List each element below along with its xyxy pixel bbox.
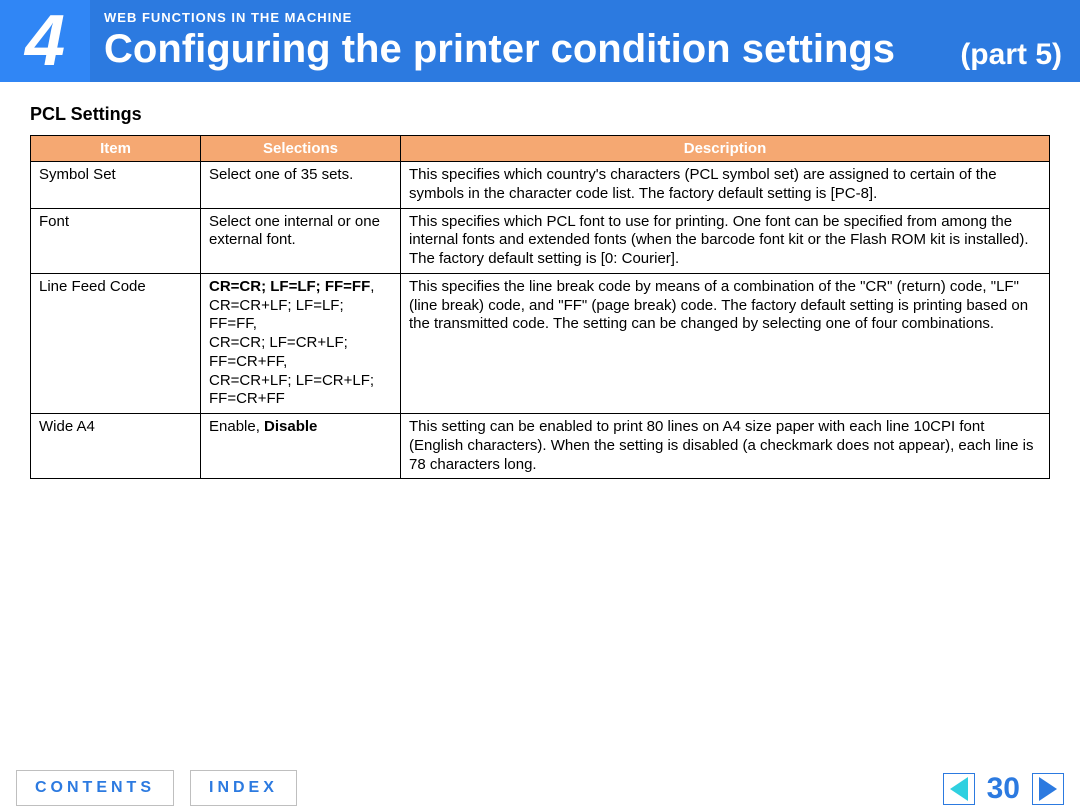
cell-item: Font bbox=[31, 208, 201, 273]
cell-item: Wide A4 bbox=[31, 414, 201, 479]
table-row: Wide A4 Enable, Disable This setting can… bbox=[31, 414, 1050, 479]
cell-description: This setting can be enabled to print 80 … bbox=[401, 414, 1050, 479]
next-page-button[interactable] bbox=[1032, 773, 1064, 805]
cell-item: Line Feed Code bbox=[31, 273, 201, 413]
prev-page-button[interactable] bbox=[943, 773, 975, 805]
contents-label: CONTENTS bbox=[35, 779, 155, 797]
index-button[interactable]: INDEX bbox=[190, 770, 297, 806]
table-row: Font Select one internal or one external… bbox=[31, 208, 1050, 273]
cell-description: This specifies which PCL font to use for… bbox=[401, 208, 1050, 273]
cell-description: This specifies which country's character… bbox=[401, 162, 1050, 209]
page-header: 4 WEB FUNCTIONS IN THE MACHINE Configuri… bbox=[0, 0, 1080, 82]
selection-rest: , CR=CR+LF; LF=LF; FF=FF, CR=CR; LF=CR+L… bbox=[209, 278, 374, 408]
cell-selections: Select one internal or one external font… bbox=[201, 208, 401, 273]
arrow-left-icon bbox=[950, 777, 968, 801]
content-area: PCL Settings Item Selections Description… bbox=[0, 82, 1080, 479]
pcl-settings-table: Item Selections Description Symbol Set S… bbox=[30, 135, 1050, 479]
cell-item: Symbol Set bbox=[31, 162, 201, 209]
contents-button[interactable]: CONTENTS bbox=[16, 770, 174, 806]
cell-description: This specifies the line break code by me… bbox=[401, 273, 1050, 413]
page-number: 30 bbox=[987, 772, 1020, 806]
page-title: Configuring the printer condition settin… bbox=[104, 27, 1080, 72]
section-title: PCL Settings bbox=[30, 104, 1050, 125]
selection-default: CR=CR; LF=LF; FF=FF bbox=[209, 278, 370, 295]
cell-selections: CR=CR; LF=LF; FF=FF, CR=CR+LF; LF=LF; FF… bbox=[201, 273, 401, 413]
table-header-row: Item Selections Description bbox=[31, 136, 1050, 162]
col-header-description: Description bbox=[401, 136, 1050, 162]
selection-default: Disable bbox=[264, 418, 317, 435]
cell-selections: Select one of 35 sets. bbox=[201, 162, 401, 209]
overline: WEB FUNCTIONS IN THE MACHINE bbox=[104, 10, 1080, 25]
footer-right: 30 bbox=[943, 772, 1064, 806]
chapter-number: 4 bbox=[25, 5, 65, 77]
index-label: INDEX bbox=[209, 779, 278, 797]
arrow-right-icon bbox=[1039, 777, 1057, 801]
header-text: WEB FUNCTIONS IN THE MACHINE Configuring… bbox=[90, 0, 1080, 82]
part-label: (part 5) bbox=[960, 38, 1062, 72]
selection-pre: Enable, bbox=[209, 418, 264, 435]
table-row: Line Feed Code CR=CR; LF=LF; FF=FF, CR=C… bbox=[31, 273, 1050, 413]
footer: CONTENTS INDEX 30 bbox=[0, 767, 1080, 809]
chapter-number-box: 4 bbox=[0, 0, 90, 82]
cell-selections: Enable, Disable bbox=[201, 414, 401, 479]
col-header-selections: Selections bbox=[201, 136, 401, 162]
col-header-item: Item bbox=[31, 136, 201, 162]
table-row: Symbol Set Select one of 35 sets. This s… bbox=[31, 162, 1050, 209]
